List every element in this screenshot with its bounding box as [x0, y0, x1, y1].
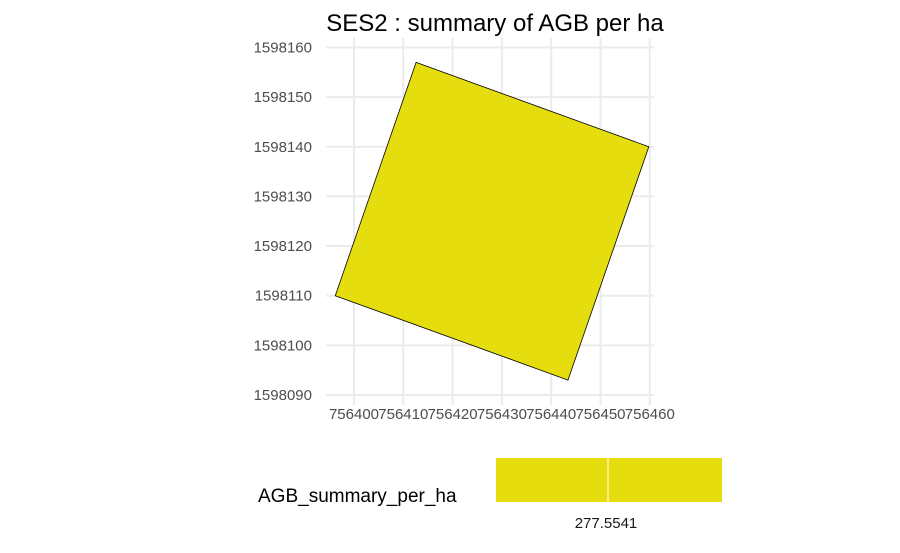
- y-tick-label: 1598140: [254, 139, 312, 156]
- chart-title: SES2 : summary of AGB per ha: [326, 10, 664, 37]
- legend-colorbar: [496, 458, 722, 502]
- x-tick-label: 756410: [378, 406, 428, 423]
- legend-title: AGB_summary_per_ha: [258, 486, 457, 507]
- y-tick-label: 1598160: [254, 39, 312, 56]
- x-tick-label: 756440: [526, 406, 576, 423]
- y-tick-label: 1598120: [254, 238, 312, 255]
- y-tick-label: 1598130: [254, 188, 312, 205]
- y-tick-label: 1598150: [254, 89, 312, 106]
- y-axis-tick-labels: 1598090 1598100 1598110 1598120 1598130 15981…: [254, 39, 312, 404]
- x-tick-label: 756420: [428, 406, 478, 423]
- legend-value-label: 277.5541: [575, 515, 638, 532]
- x-axis-tick-labels: 756400 756410 756420 756430 756440 756450 7564…: [329, 406, 675, 423]
- x-tick-label: 756430: [477, 406, 527, 423]
- agb-polygon: [334, 61, 650, 381]
- plot-panel: 1598090 1598100 1598110 1598120 1598130 15981…: [254, 37, 675, 423]
- x-tick-label: 756450: [575, 406, 625, 423]
- x-tick-label: 756400: [329, 406, 379, 423]
- legend: AGB_summary_per_ha 277.5541: [258, 458, 722, 532]
- y-tick-label: 1598090: [254, 387, 312, 404]
- polygon-layer: [334, 61, 650, 381]
- y-tick-label: 1598110: [255, 288, 312, 305]
- x-tick-label: 756460: [625, 406, 675, 423]
- y-tick-label: 1598100: [254, 337, 312, 354]
